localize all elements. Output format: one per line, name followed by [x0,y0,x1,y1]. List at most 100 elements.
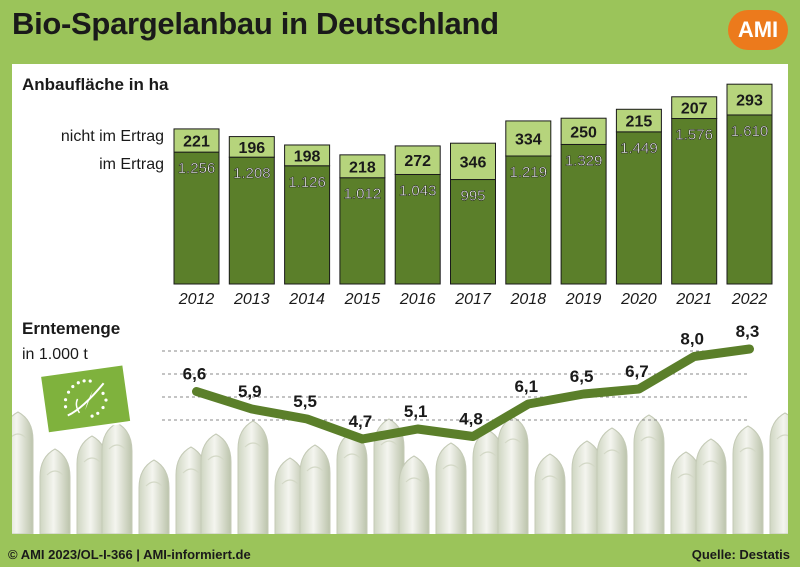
line-chart-title: Erntemenge [22,319,120,338]
x-tick-label: 2016 [399,291,436,308]
bar-nicht-im-ertrag [505,120,552,157]
bar-im-ertrag [505,155,552,285]
bar-im-ertrag [339,177,386,285]
bar-nicht-im-ertrag [394,145,441,175]
asparagus-tip-scale [739,447,757,453]
asparagus-spear [138,459,170,534]
bar-im-ertrag [173,151,220,285]
asparagus-spear [435,442,467,534]
line-data-label: 5,1 [404,402,428,421]
chart-panel: 221 1.256 2012 196 1.208 2013 198 1.126 2014 218 1… [12,64,788,534]
bar-nicht-im-ertrag [173,128,220,153]
line-data-label: 5,5 [293,392,317,411]
chart-canvas: 221 1.256 2012 196 1.208 2013 198 1.126 2014 218 1… [12,75,788,534]
bar-im-ertrag [284,165,331,285]
copyright-text: © AMI 2023/OL-I-366 | AMI-informiert.de [8,547,251,562]
legend-im-ertrag: im Ertrag [99,156,164,173]
bar-label-im-ertrag: 1.576 [675,127,713,144]
line-data-label: 6,7 [625,362,649,381]
asparagus-spear [695,438,727,534]
asparagus-tip-scale [182,468,200,474]
bar-im-ertrag [615,131,662,285]
bar-nicht-im-ertrag [671,96,718,120]
x-tick-label: 2014 [288,291,325,308]
bar-nicht-im-ertrag [615,108,662,133]
asparagus-tip-scale [603,449,621,455]
asparagus-tip-scale [306,466,324,472]
bar-label-im-ertrag: 1.208 [233,165,271,182]
x-tick-label: 2022 [731,291,768,308]
asparagus-spear [39,448,71,534]
asparagus-spear [769,412,788,534]
legend-nicht-im-ertrag: nicht im Ertrag [61,128,164,145]
asparagus-tip-scale [504,438,522,444]
bar-label-im-ertrag: 1.012 [344,186,382,203]
bar-label-im-ertrag: 1.126 [288,174,326,191]
bar-label-im-ertrag: 1.219 [510,164,548,181]
asparagus-spear [299,444,331,534]
bar-nicht-im-ertrag [560,117,607,145]
asparagus-spear [12,411,34,534]
asparagus-tip-scale [578,462,596,468]
line-data-label: 4,7 [349,412,373,431]
bar-nicht-im-ertrag [450,142,496,181]
x-tick-label: 2012 [178,291,215,308]
asparagus-spear [596,427,628,534]
bar-label-nicht-im-ertrag: 196 [238,140,265,157]
asparagus-tip-scale [108,444,126,450]
x-tick-label: 2021 [675,291,712,308]
bar-label-nicht-im-ertrag: 272 [404,153,431,170]
asparagus-spear [633,414,665,534]
asparagus-spear [534,453,566,534]
bar-label-nicht-im-ertrag: 215 [626,114,653,131]
asparagus-tip-scale [12,433,27,439]
asparagus-tip-scale [776,434,788,440]
ami-logo: AMI [728,10,788,50]
bar-label-im-ertrag: 1.329 [565,152,603,169]
bar-nicht-im-ertrag [339,154,386,179]
bar-nicht-im-ertrag [726,83,773,116]
asparagus-spear [101,422,133,534]
bar-label-nicht-im-ertrag: 218 [349,159,376,176]
line-data-label: 5,9 [238,382,262,401]
line-series-erntemenge [192,344,754,444]
line-chart-unit: in 1.000 t [22,346,88,363]
bar-label-nicht-im-ertrag: 346 [460,154,487,171]
bar-label-nicht-im-ertrag: 334 [515,131,542,148]
asparagus-spear [732,425,764,534]
bar-label-nicht-im-ertrag: 207 [681,101,708,118]
asparagus-tip-scale [83,457,101,463]
line-chart: 6,6 5,9 5,5 4,7 5,1 4,8 6,1 6,5 6,7 8,0 8,3 [183,322,760,444]
x-tick-label: 2018 [510,291,547,308]
asparagus-spear [200,433,232,534]
bar-im-ertrag [450,179,496,285]
asparagus-tip-scale [46,470,64,476]
x-tick-label: 2017 [454,291,492,308]
source-text: Quelle: Destatis [691,547,790,562]
x-tick-label: 2019 [565,291,602,308]
asparagus-tip-scale [145,481,163,487]
bar-chart: 221 1.256 2012 196 1.208 2013 198 1.126 2014 218 1… [173,83,773,308]
bar-label-im-ertrag: 995 [460,188,485,205]
asparagus-tip-scale [442,464,460,470]
asparagus-tip-scale [702,460,720,466]
asparagus-tip-scale [207,455,225,461]
asparagus-spear [237,420,269,534]
line-data-label: 6,1 [514,377,538,396]
line-data-label: 4,8 [459,410,483,429]
bar-label-im-ertrag: 1.449 [620,140,658,157]
line-data-label: 6,6 [183,365,207,384]
line-data-label: 8,3 [736,322,760,341]
bar-label-nicht-im-ertrag: 198 [294,148,321,165]
bar-nicht-im-ertrag [284,144,331,167]
x-tick-label: 2013 [233,291,270,308]
line-data-label: 6,5 [570,367,594,386]
bar-chart-title: Anbaufläche in ha [22,75,169,94]
asparagus-spear [398,455,430,534]
line-chart-grid [162,350,750,421]
bar-im-ertrag [726,114,773,285]
asparagus-tip-scale [380,440,398,446]
bar-label-nicht-im-ertrag: 250 [570,124,597,141]
asparagus-tip-scale [479,451,497,457]
